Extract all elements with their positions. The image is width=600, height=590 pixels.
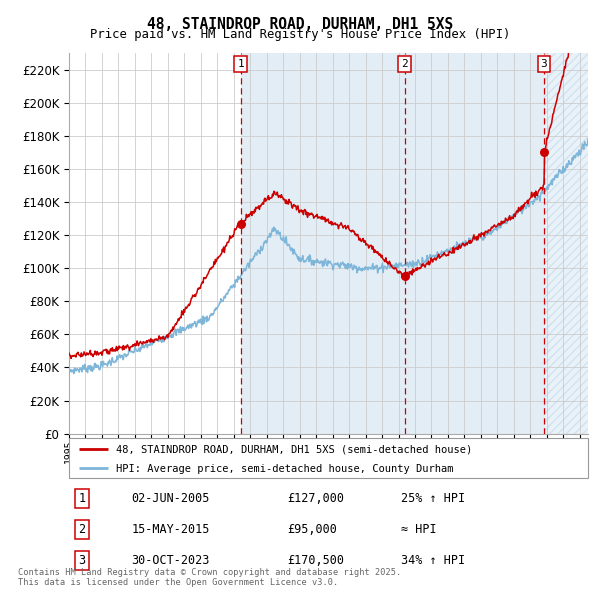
Text: 3: 3 [541,59,547,69]
Text: 1: 1 [237,59,244,69]
Text: ≈ HPI: ≈ HPI [401,523,437,536]
Text: 15-MAY-2015: 15-MAY-2015 [131,523,209,536]
Text: £95,000: £95,000 [287,523,337,536]
Bar [404,53,544,434]
Text: 48, STAINDROP ROAD, DURHAM, DH1 5XS (semi-detached house): 48, STAINDROP ROAD, DURHAM, DH1 5XS (sem… [116,445,472,455]
Bar [241,53,404,434]
Text: £127,000: £127,000 [287,492,344,505]
Bar [544,53,588,434]
Text: Contains HM Land Registry data © Crown copyright and database right 2025.
This d: Contains HM Land Registry data © Crown c… [18,568,401,587]
Text: 3: 3 [79,554,86,567]
Text: 34% ↑ HPI: 34% ↑ HPI [401,554,465,567]
Text: 2: 2 [79,523,86,536]
Text: 48, STAINDROP ROAD, DURHAM, DH1 5XS: 48, STAINDROP ROAD, DURHAM, DH1 5XS [147,17,453,31]
Text: Price paid vs. HM Land Registry's House Price Index (HPI): Price paid vs. HM Land Registry's House … [90,28,510,41]
Text: 25% ↑ HPI: 25% ↑ HPI [401,492,465,505]
Text: 02-JUN-2005: 02-JUN-2005 [131,492,209,505]
Text: 2: 2 [401,59,408,69]
Text: £170,500: £170,500 [287,554,344,567]
Text: 1: 1 [79,492,86,505]
Text: HPI: Average price, semi-detached house, County Durham: HPI: Average price, semi-detached house,… [116,464,453,474]
Text: 30-OCT-2023: 30-OCT-2023 [131,554,209,567]
